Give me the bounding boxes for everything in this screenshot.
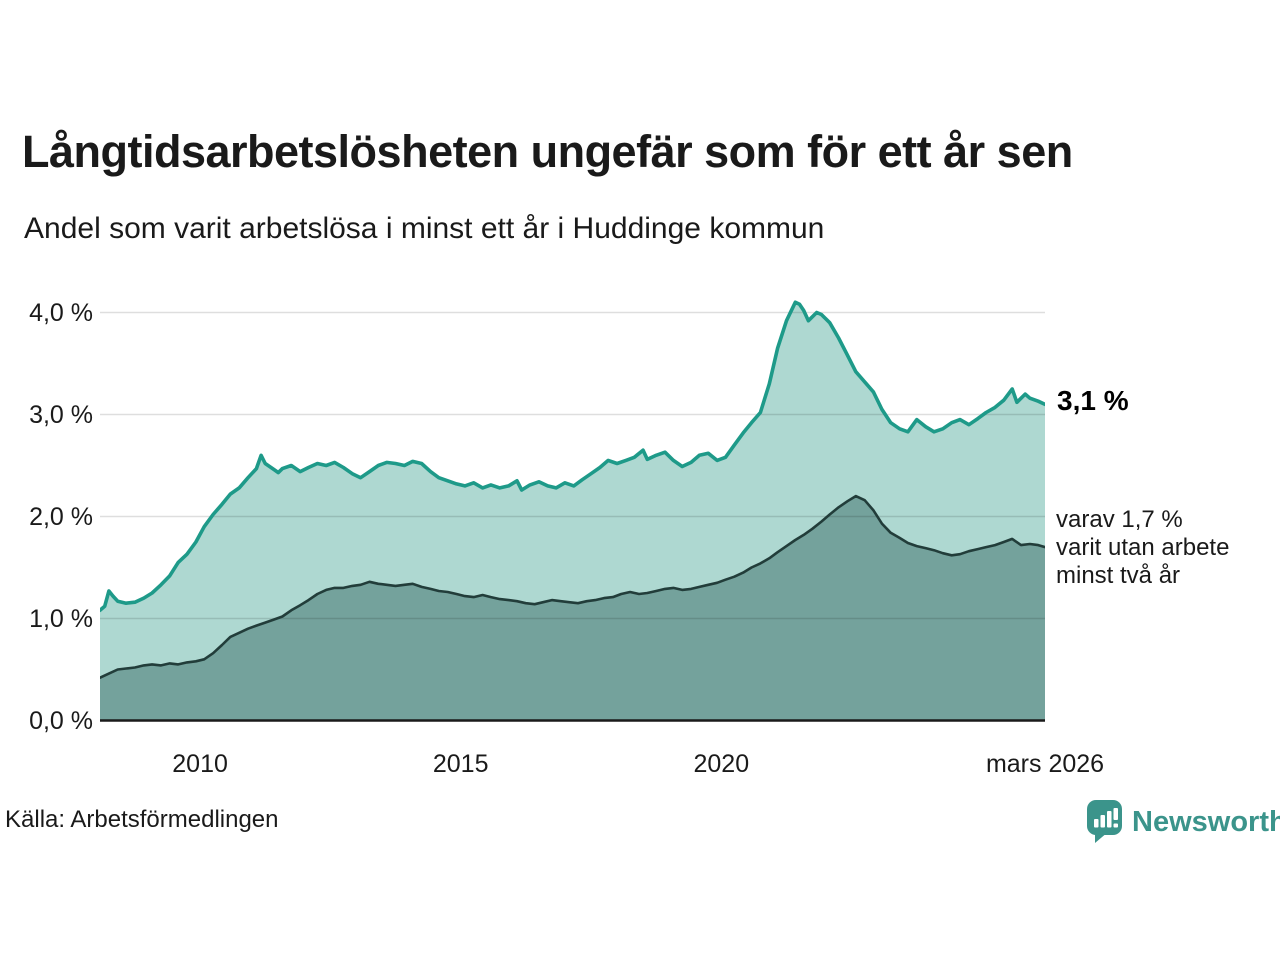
y-tick-label: 4,0 % bbox=[29, 298, 93, 327]
annotation-two-years-line: minst två år bbox=[1056, 562, 1181, 589]
y-tick-label: 1,0 % bbox=[29, 604, 93, 633]
annotation-two-years-line: varit utan arbete bbox=[1056, 534, 1230, 561]
y-tick-label: 2,0 % bbox=[29, 502, 93, 531]
y-tick-label: 3,0 % bbox=[29, 400, 93, 429]
chart-title: Långtidsarbetslösheten ungefär som för e… bbox=[22, 126, 1073, 177]
x-tick-label: mars 2026 bbox=[985, 750, 1105, 778]
annotation-two-years-line: varav 1,7 % bbox=[1056, 506, 1183, 533]
chart-subtitle: Andel som varit arbetslösa i minst ett å… bbox=[24, 212, 825, 245]
x-tick-label: 2015 bbox=[432, 750, 489, 778]
newsworthy-wordmark: Newsworthy bbox=[1132, 805, 1280, 838]
chart-svg bbox=[100, 300, 1045, 722]
y-axis: 4,0 % 3,0 % 2,0 % 1,0 % 0,0 % bbox=[0, 285, 93, 735]
source-label: Källa: Arbetsförmedlingen bbox=[5, 806, 279, 833]
annotation-two-years: varav 1,7 % varit utan arbete minst två … bbox=[1056, 506, 1229, 590]
y-tick-label: 0,0 % bbox=[29, 706, 93, 735]
annotation-latest-value: 3,1 % bbox=[1057, 385, 1129, 416]
x-tick-label: 2010 bbox=[172, 750, 228, 778]
x-axis: 2010 2015 2020 mars 2026 bbox=[100, 750, 1104, 784]
x-tick-label: 2020 bbox=[693, 750, 750, 778]
plot-area bbox=[100, 285, 1045, 725]
newsworthy-logo: Newsworthy bbox=[1086, 798, 1280, 846]
newsworthy-badge-icon bbox=[1087, 800, 1122, 843]
